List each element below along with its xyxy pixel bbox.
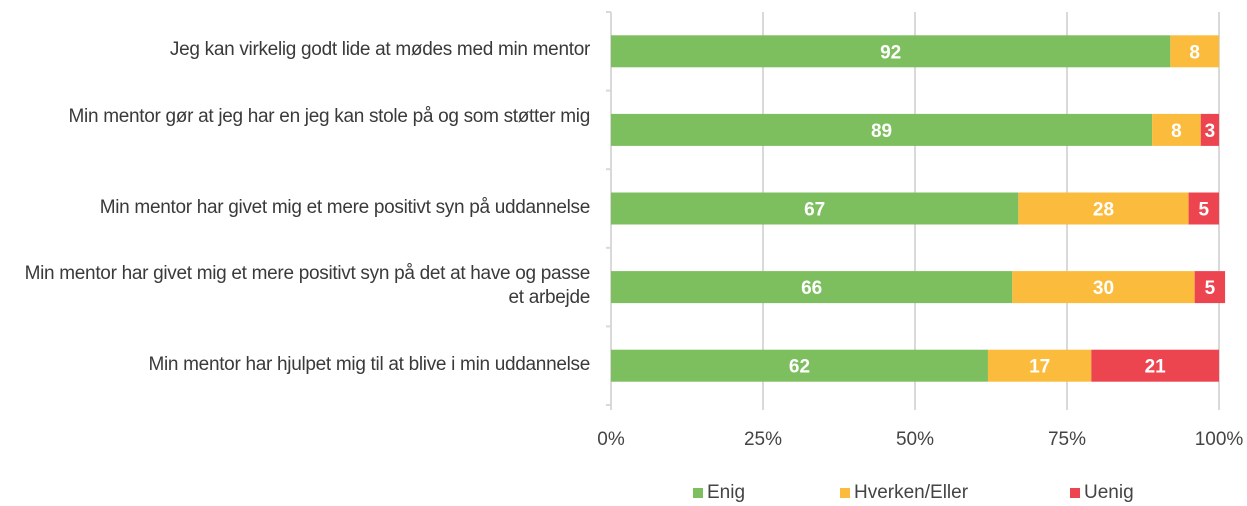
bar-segment <box>1152 113 1201 146</box>
legend-item: Uenig <box>1070 482 1134 504</box>
legend-item: Enig <box>693 482 745 504</box>
legend-item: Hverken/Eller <box>840 482 968 504</box>
category-label: Jeg kan virkelig godt lide at mødes med … <box>169 39 590 61</box>
bar-segment <box>611 192 1019 225</box>
chart: 0% 25% 50% 75% 100% 92 8 89 8 3 67 28 5 66 30 5 62 17 21 <box>597 11 1244 450</box>
bar-segment <box>1012 271 1195 304</box>
x-tick-label: 0% <box>597 429 625 450</box>
bar-segment <box>611 349 988 382</box>
data-label: 28 <box>1093 200 1114 221</box>
legend-label: Uenig <box>1084 482 1134 503</box>
data-label: 5 <box>1199 200 1210 221</box>
bar-segment <box>987 349 1092 382</box>
data-label: 3 <box>1205 121 1216 142</box>
category-label: Min mentor har givet mig et mere positiv… <box>99 196 591 218</box>
data-label: 21 <box>1145 357 1167 378</box>
category-label: Min mentor har givet mig et mere positiv… <box>24 263 591 309</box>
category-label: Min mentor gør at jeg har en jeg kan sto… <box>68 105 591 127</box>
bar-segment <box>611 113 1153 146</box>
bar-segment <box>611 35 1171 68</box>
bar-segment <box>1018 192 1189 225</box>
legend: Enig Hverken/Eller Uenig <box>0 482 1247 506</box>
bar-segment <box>1200 113 1219 146</box>
x-tick-label: 100% <box>1195 429 1244 450</box>
data-label: 8 <box>1189 42 1200 63</box>
x-tick-label: 50% <box>896 429 934 450</box>
category-label: Min mentor har hjulpet mig til at blive … <box>148 353 590 375</box>
bar-segment <box>1170 35 1219 68</box>
data-label: 92 <box>880 42 901 63</box>
bar-segment <box>611 271 1013 304</box>
legend-label: Enig <box>707 482 746 503</box>
data-label: 62 <box>789 357 810 378</box>
x-tick-label: 75% <box>1048 429 1086 450</box>
data-label: 66 <box>801 278 822 299</box>
data-label: 89 <box>871 121 892 142</box>
bar-segment <box>1091 349 1219 382</box>
data-label: 30 <box>1093 278 1114 299</box>
x-tick-label: 25% <box>744 429 782 450</box>
data-label: 5 <box>1205 278 1216 299</box>
data-label: 8 <box>1171 121 1182 142</box>
legend-swatch <box>1070 488 1080 498</box>
legend-swatch <box>840 488 850 498</box>
legend-swatch <box>693 488 703 498</box>
data-label: 67 <box>804 200 825 221</box>
legend-label: Hverken/Eller <box>854 482 969 503</box>
bar-segment <box>1194 271 1226 304</box>
data-label: 17 <box>1029 357 1050 378</box>
bar-segment <box>1188 192 1219 225</box>
